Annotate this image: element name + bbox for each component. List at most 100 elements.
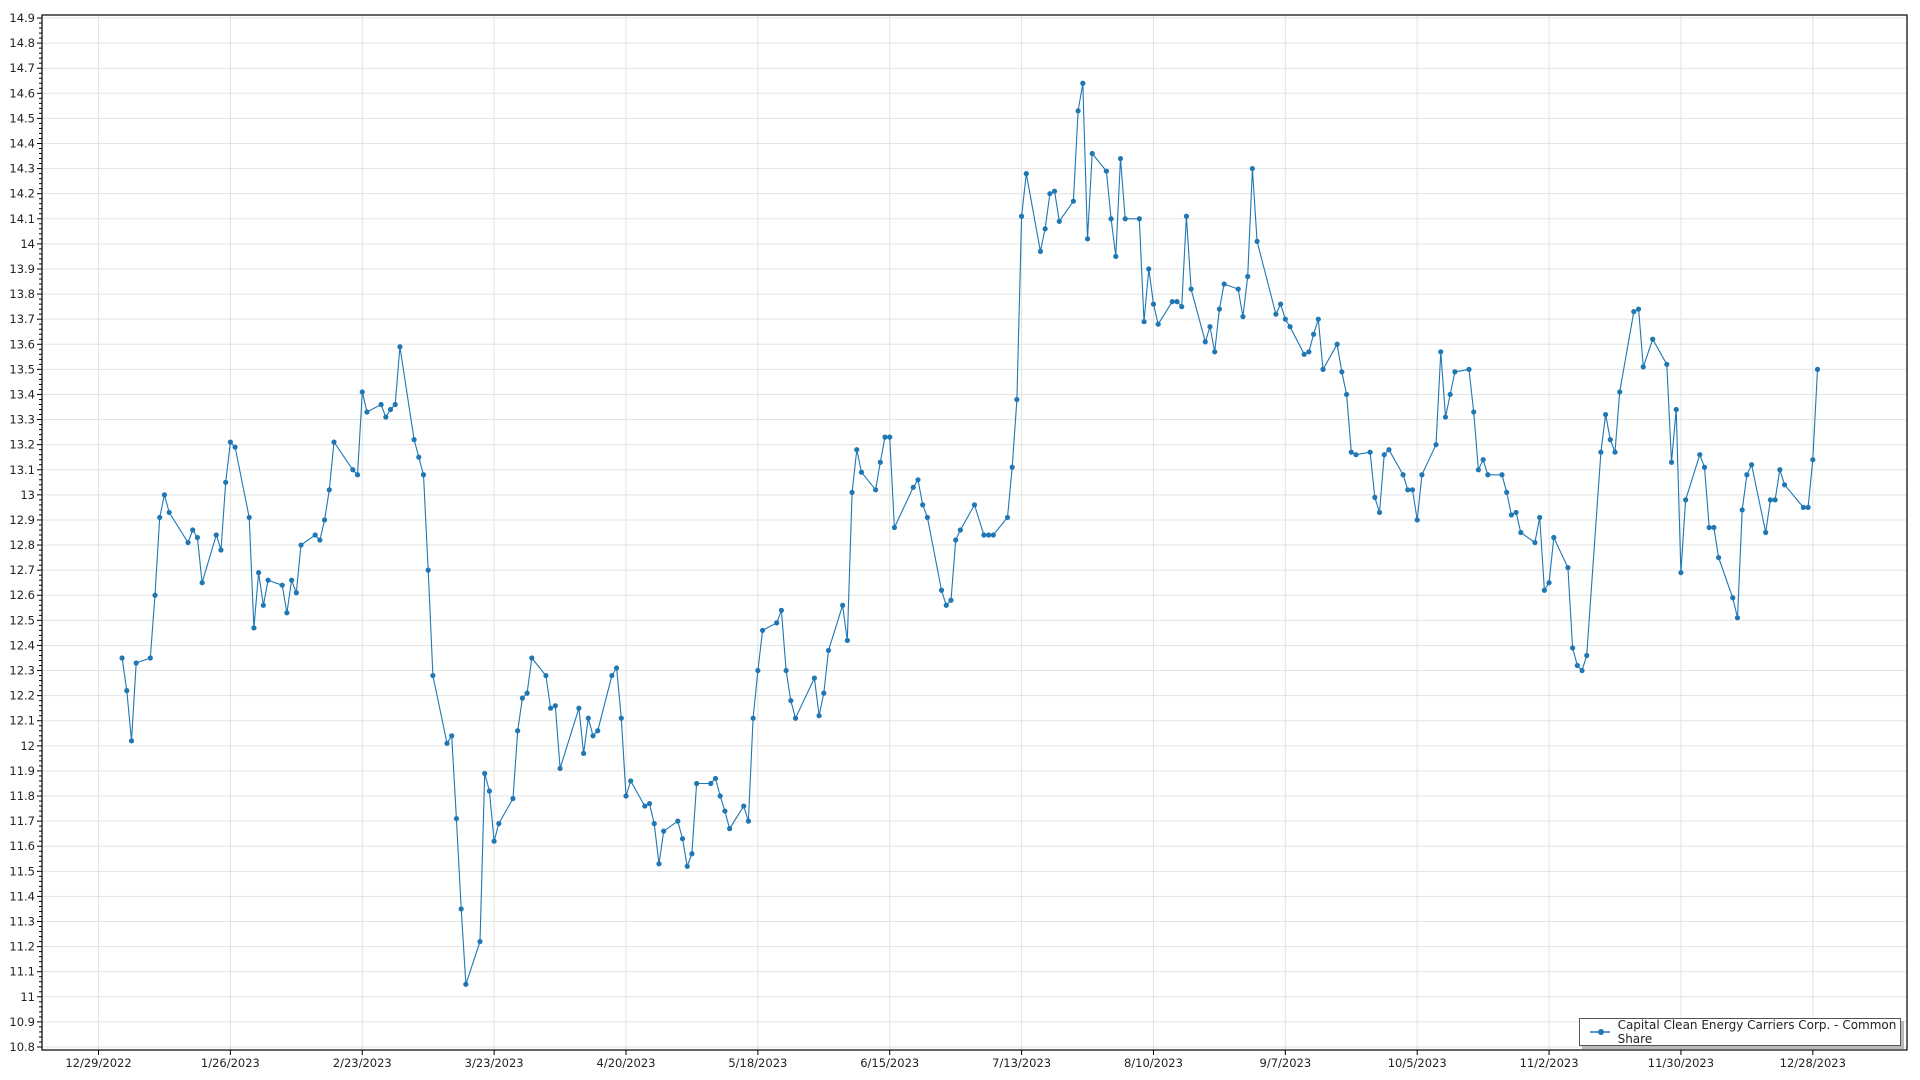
- data-point: [1141, 319, 1147, 325]
- data-point: [463, 981, 469, 987]
- data-point: [1075, 108, 1081, 114]
- data-point: [1348, 449, 1354, 455]
- data-point: [1485, 472, 1491, 478]
- data-point: [1042, 226, 1048, 232]
- y-tick-label: 11.8: [9, 789, 35, 803]
- data-point: [1207, 324, 1213, 330]
- data-point: [628, 778, 634, 784]
- data-point: [1419, 472, 1425, 478]
- data-point: [1315, 316, 1321, 322]
- data-point: [788, 698, 794, 704]
- data-point: [1320, 366, 1326, 372]
- data-point: [1051, 188, 1058, 194]
- data-point: [1716, 554, 1722, 561]
- x-axis: 12/29/2022 1/26/2023 2/23/2023 3/23/2023 4/2…: [65, 1050, 1846, 1070]
- y-tick-label: 13: [20, 488, 35, 502]
- data-point: [953, 537, 959, 543]
- data-point: [938, 587, 945, 593]
- data-point: [646, 800, 653, 807]
- data-point: [548, 705, 554, 711]
- data-point: [1301, 351, 1307, 357]
- data-point: [1047, 191, 1053, 197]
- x-tick-label: 11/30/2023: [1648, 1056, 1714, 1070]
- y-tick-label: 12.8: [9, 538, 35, 552]
- data-point: [1400, 472, 1406, 478]
- data-point: [298, 542, 304, 548]
- x-tick-label: 2/23/2023: [333, 1056, 392, 1070]
- y-tick-label: 11.7: [9, 814, 35, 828]
- y-tick-label: 12.6: [9, 588, 35, 602]
- data-point: [482, 770, 488, 777]
- data-point: [1150, 301, 1157, 307]
- data-point: [161, 492, 168, 498]
- data-point: [354, 472, 361, 478]
- data-point: [378, 401, 384, 408]
- data-point: [1273, 311, 1279, 317]
- data-point: [124, 688, 130, 694]
- data-point: [679, 836, 686, 842]
- data-point: [1532, 539, 1538, 546]
- data-point: [957, 527, 963, 533]
- data-point: [1814, 366, 1821, 372]
- data-point: [1504, 489, 1510, 495]
- y-tick-label: 12.2: [9, 689, 35, 703]
- data-point: [1183, 213, 1190, 219]
- data-point: [218, 547, 224, 553]
- data-point: [1155, 321, 1161, 327]
- data-point: [1221, 281, 1227, 287]
- y-tick-label: 14.7: [9, 61, 35, 75]
- data-point: [774, 620, 780, 626]
- data-point: [1108, 216, 1114, 222]
- data-point: [1763, 529, 1769, 536]
- data-point: [623, 793, 629, 799]
- data-point: [194, 534, 201, 541]
- data-point: [990, 532, 996, 538]
- data-point: [119, 655, 125, 661]
- data-point: [1739, 507, 1745, 513]
- data-point: [1711, 524, 1717, 531]
- data-point: [585, 715, 591, 721]
- data-point: [227, 439, 233, 445]
- data-point: [708, 780, 714, 787]
- data-point: [1518, 529, 1524, 536]
- legend-line-marker-icon: [1590, 1029, 1610, 1035]
- data-point: [1179, 304, 1185, 310]
- data-point: [755, 667, 761, 674]
- data-point: [321, 517, 328, 523]
- data-point: [1480, 457, 1486, 463]
- data-point: [1310, 331, 1317, 337]
- data-point: [1056, 218, 1062, 224]
- data-point: [1664, 361, 1670, 367]
- data-point: [350, 467, 356, 473]
- data-point: [1777, 467, 1783, 473]
- data-point: [595, 728, 601, 734]
- y-tick-label: 13.1: [9, 463, 35, 477]
- data-point: [689, 851, 695, 857]
- data-point: [920, 502, 926, 508]
- data-point: [416, 454, 422, 460]
- data-point: [840, 602, 846, 608]
- data-point: [1174, 299, 1180, 305]
- data-point: [1386, 447, 1392, 453]
- data-point: [858, 469, 865, 475]
- data-point: [331, 439, 337, 445]
- data-point: [213, 532, 219, 538]
- data-point: [1254, 238, 1260, 244]
- data-point: [1080, 80, 1086, 86]
- data-point: [1598, 449, 1604, 455]
- y-tick-label: 14.9: [9, 11, 35, 25]
- y-tick-label: 12.1: [9, 714, 35, 728]
- data-point: [1278, 301, 1284, 307]
- data-point: [943, 602, 949, 608]
- y-tick-label: 14: [20, 237, 35, 251]
- data-point: [420, 472, 427, 478]
- data-point: [1004, 514, 1011, 521]
- data-point: [543, 672, 549, 679]
- data-point: [717, 793, 723, 799]
- y-tick-label: 14.8: [9, 36, 35, 50]
- data-point: [1800, 504, 1806, 511]
- data-point: [778, 607, 785, 613]
- y-tick-label: 14.3: [9, 162, 35, 176]
- data-point: [1409, 487, 1416, 493]
- data-point: [1136, 216, 1142, 222]
